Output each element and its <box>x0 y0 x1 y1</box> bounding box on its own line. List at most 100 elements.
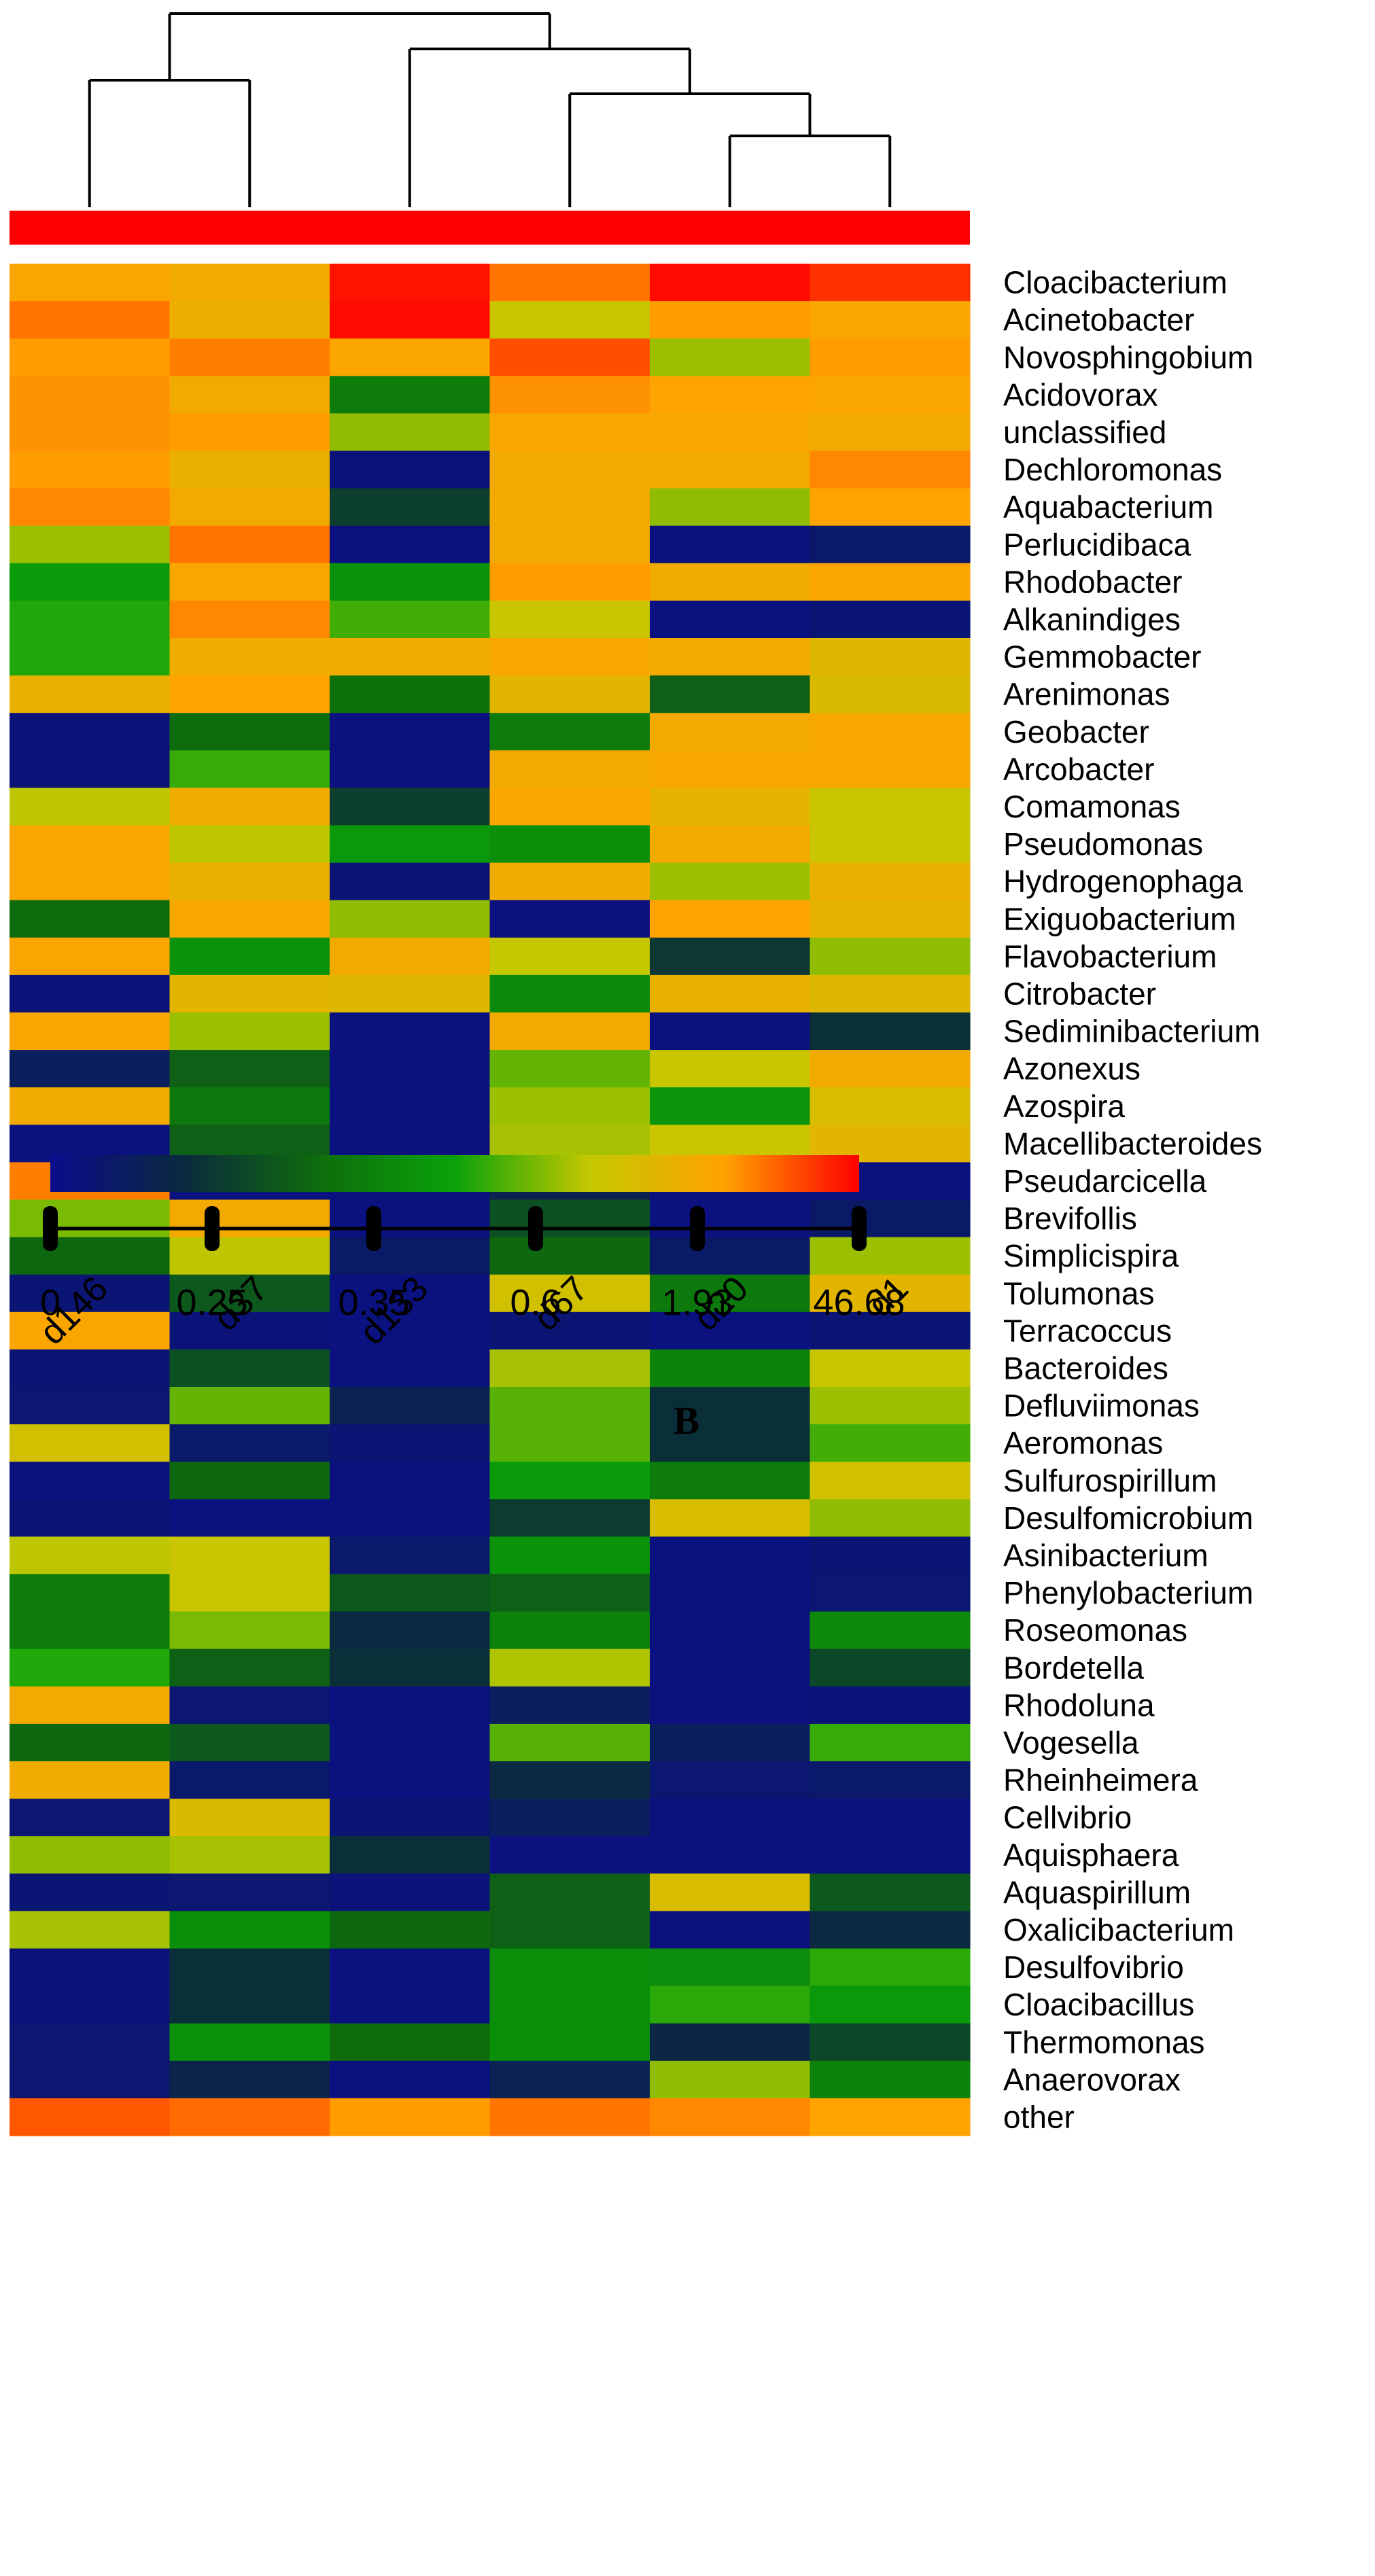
heatmap-cell <box>650 1424 811 1462</box>
heatmap-cell <box>810 974 971 1013</box>
heatmap-cell <box>650 2023 811 2062</box>
heatmap-cell <box>489 1237 650 1275</box>
column-dendrogram <box>88 12 892 207</box>
heatmap-cell <box>650 1387 811 1425</box>
row-label: Aquabacterium <box>1003 489 1213 525</box>
heatmap-cell <box>169 2098 330 2136</box>
row-label: Sediminibacterium <box>1003 1014 1260 1049</box>
color-key-tick <box>43 1206 58 1251</box>
heatmap-cell <box>330 1686 491 1725</box>
heatmap-cell <box>169 1648 330 1687</box>
row-label: Thermomonas <box>1003 2024 1205 2060</box>
heatmap-cell <box>10 862 171 901</box>
heatmap-cell <box>10 2060 171 2099</box>
heatmap-cell <box>650 1911 811 1949</box>
row-label: Tolumonas <box>1003 1275 1154 1311</box>
heatmap-cell <box>650 451 811 489</box>
heatmap-cell <box>10 1237 171 1275</box>
heatmap-cell <box>489 1986 650 2024</box>
heatmap-cell <box>169 1873 330 1911</box>
heatmap-cell <box>330 338 491 376</box>
heatmap-cell <box>330 900 491 938</box>
heatmap-cell <box>10 376 171 414</box>
heatmap-cell <box>10 1986 171 2024</box>
heatmap-cell <box>650 1349 811 1388</box>
color-key-gradient <box>50 1155 859 1192</box>
color-key-tick-label: 0.6 <box>510 1282 561 1323</box>
heatmap-cell <box>169 1948 330 1987</box>
heatmap-cell <box>169 1611 330 1650</box>
heatmap-cell <box>10 488 171 527</box>
row-label: Arenimonas <box>1003 677 1170 712</box>
heatmap-cell <box>10 1911 171 1949</box>
heatmap-cell <box>810 1611 971 1650</box>
row-label: Acinetobacter <box>1003 302 1194 338</box>
heatmap-cell <box>650 1574 811 1612</box>
heatmap-cell <box>169 600 330 639</box>
heatmap-cell <box>650 1536 811 1575</box>
row-label: Defluviimonas <box>1003 1388 1200 1424</box>
heatmap-cell <box>650 900 811 938</box>
row-label: Hydrogenophaga <box>1003 864 1243 899</box>
heatmap-cell <box>10 750 171 788</box>
heatmap-cell <box>10 1499 171 1537</box>
heatmap-cell <box>489 600 650 639</box>
heatmap-cell <box>810 937 971 976</box>
heatmap-cell <box>810 1799 971 1837</box>
heatmap-cell <box>330 264 491 302</box>
heatmap-cell <box>650 1012 811 1051</box>
heatmap-cell <box>169 1499 330 1537</box>
heatmap-cell <box>810 1648 971 1687</box>
heatmap-cell <box>10 338 171 376</box>
row-label: Pseudarcicella <box>1003 1163 1207 1199</box>
row-labels: CloacibacteriumAcinetobacterNovosphingob… <box>1003 265 1262 2135</box>
heatmap-cell <box>169 1836 330 1874</box>
heatmap-cell <box>489 376 650 414</box>
heatmap-cell <box>810 488 971 527</box>
row-label: Gemmobacter <box>1003 639 1201 675</box>
heatmap-cell <box>810 2060 971 2099</box>
heatmap-cell <box>650 1311 811 1350</box>
heatmap-cell <box>330 1087 491 1125</box>
heatmap-cell <box>810 563 971 601</box>
heatmap-cell <box>810 2023 971 2062</box>
heatmap-cell <box>169 451 330 489</box>
heatmap-cell <box>10 1574 171 1612</box>
heatmap-cell <box>330 1237 491 1275</box>
row-label: Phenylobacterium <box>1003 1575 1253 1610</box>
heatmap-cell <box>10 1799 171 1837</box>
heatmap-cell <box>810 1574 971 1612</box>
row-label: Arcobacter <box>1003 752 1154 787</box>
heatmap-cell <box>169 900 330 938</box>
heatmap-cell <box>489 264 650 302</box>
heatmap-cell <box>489 675 650 713</box>
heatmap-cell <box>489 1199 650 1238</box>
heatmap-cell <box>489 1911 650 1949</box>
row-label: Alkanindiges <box>1003 601 1181 637</box>
heatmap-cell <box>650 1873 811 1911</box>
heatmap-cell <box>810 376 971 414</box>
row-label: Aquisphaera <box>1003 1837 1179 1873</box>
heatmap-cell <box>810 1836 971 1874</box>
row-label: Perlucidibaca <box>1003 527 1191 562</box>
heatmap-cell <box>810 1911 971 1949</box>
heatmap-cell <box>10 1311 171 1350</box>
heatmap-cell <box>10 1424 171 1462</box>
heatmap-cell <box>10 1462 171 1500</box>
heatmap-cell <box>489 750 650 788</box>
heatmap-cell <box>650 301 811 339</box>
heatmap-cell <box>330 1611 491 1650</box>
heatmap-cell <box>810 1686 971 1725</box>
row-label: Bordetella <box>1003 1650 1145 1685</box>
heatmap-cell <box>169 713 330 751</box>
heatmap-cell <box>810 1986 971 2024</box>
row-label: Novosphingobium <box>1003 340 1253 375</box>
heatmap-cell <box>650 1237 811 1275</box>
heatmap-cell <box>810 1387 971 1425</box>
heatmap-cell <box>330 974 491 1013</box>
heatmap-cell <box>489 1611 650 1650</box>
heatmap-cell <box>650 1948 811 1987</box>
heatmap-cell <box>650 1199 811 1238</box>
heatmap-cell <box>330 937 491 976</box>
heatmap-cell <box>330 1424 491 1462</box>
